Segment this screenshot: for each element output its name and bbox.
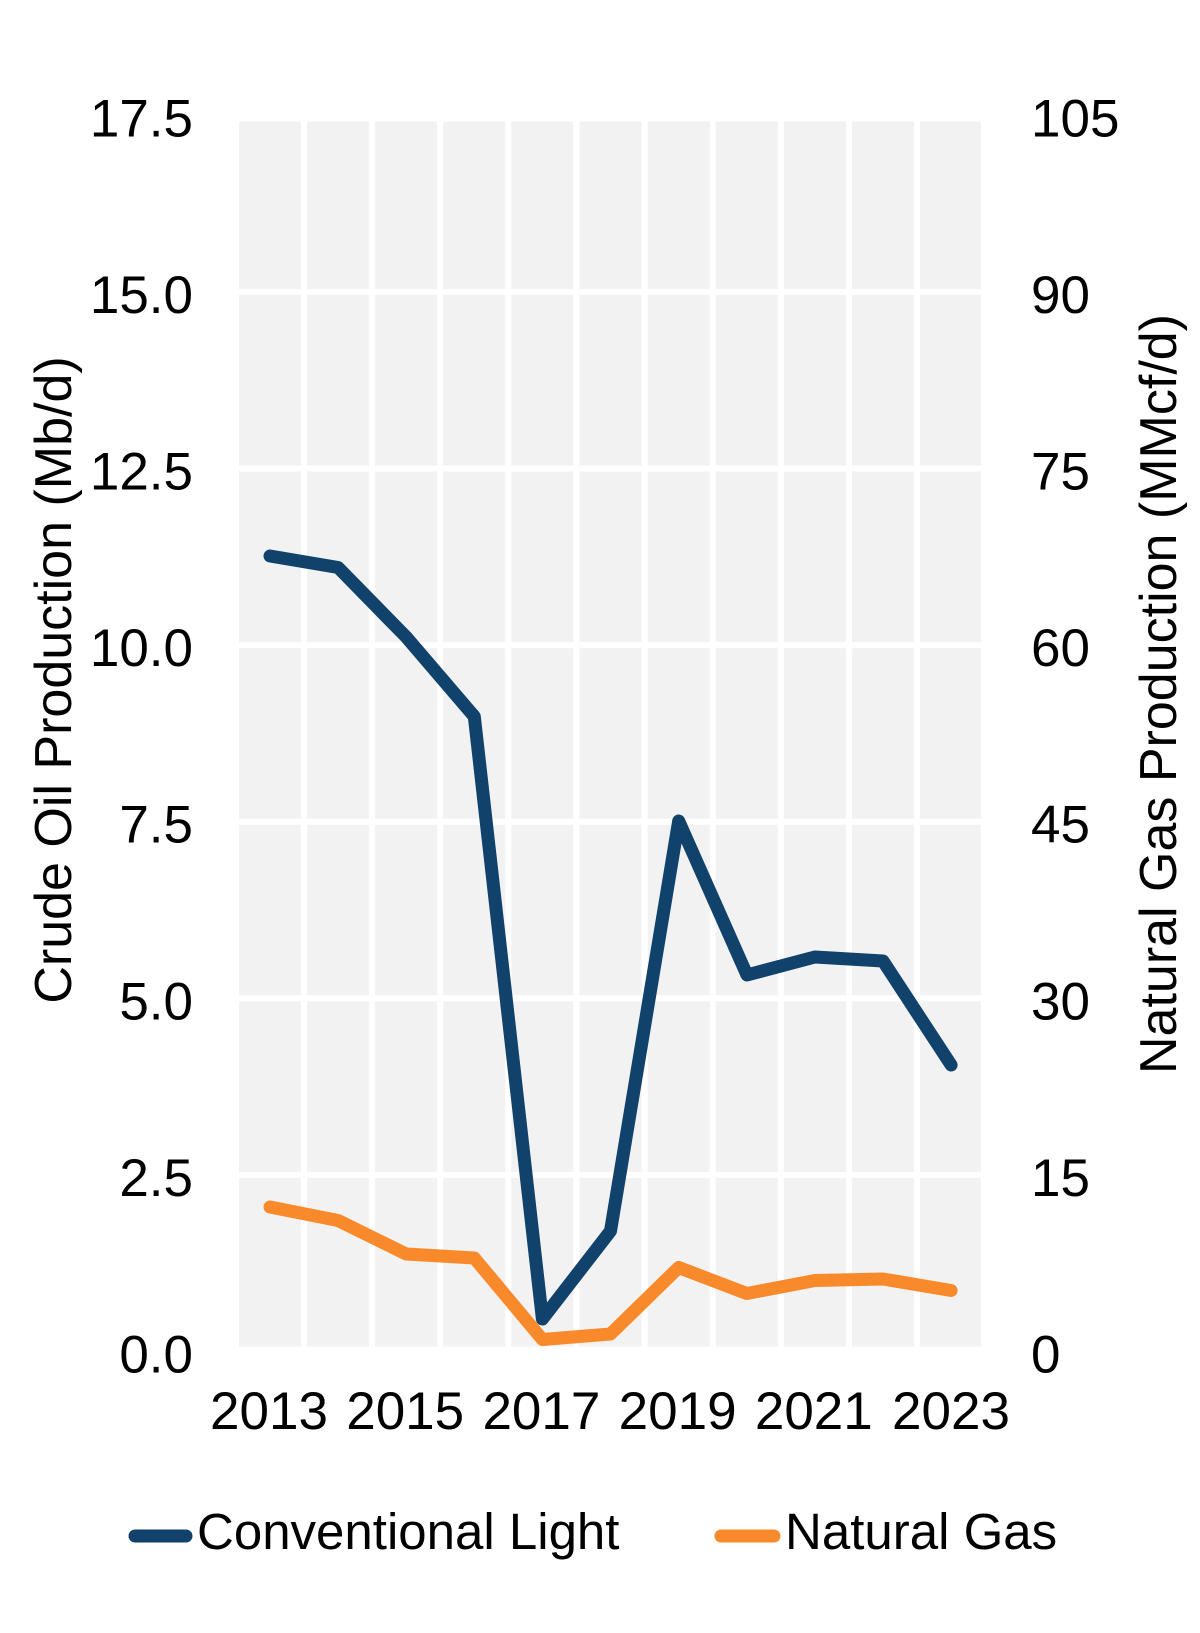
svg-text:0.0: 0.0	[119, 1326, 193, 1385]
svg-text:Crude Oil Production (Mb/d): Crude Oil Production (Mb/d)	[25, 356, 83, 1003]
svg-text:2013: 2013	[210, 1382, 328, 1441]
svg-text:2015: 2015	[346, 1382, 464, 1441]
svg-text:2021: 2021	[755, 1382, 873, 1441]
svg-text:15: 15	[1031, 1149, 1090, 1208]
svg-text:12.5: 12.5	[90, 443, 193, 502]
svg-text:Natural Gas: Natural Gas	[785, 1503, 1057, 1560]
svg-text:15.0: 15.0	[90, 266, 193, 325]
svg-text:45: 45	[1031, 796, 1090, 855]
svg-text:10.0: 10.0	[90, 619, 193, 678]
svg-text:90: 90	[1031, 266, 1090, 325]
svg-text:0: 0	[1031, 1326, 1060, 1385]
svg-text:Natural Gas Production (MMcf/d: Natural Gas Production (MMcf/d)	[1130, 314, 1188, 1074]
svg-text:5.0: 5.0	[119, 972, 193, 1031]
svg-text:30: 30	[1031, 972, 1090, 1031]
svg-text:Conventional Light: Conventional Light	[197, 1503, 619, 1560]
svg-text:60: 60	[1031, 619, 1090, 678]
svg-text:2023: 2023	[892, 1382, 1010, 1441]
svg-text:2019: 2019	[619, 1382, 737, 1441]
svg-text:105: 105	[1031, 89, 1119, 148]
svg-text:75: 75	[1031, 443, 1090, 502]
svg-text:2017: 2017	[482, 1382, 600, 1441]
svg-text:2.5: 2.5	[119, 1149, 193, 1208]
svg-text:17.5: 17.5	[90, 89, 193, 148]
svg-text:7.5: 7.5	[119, 796, 193, 855]
